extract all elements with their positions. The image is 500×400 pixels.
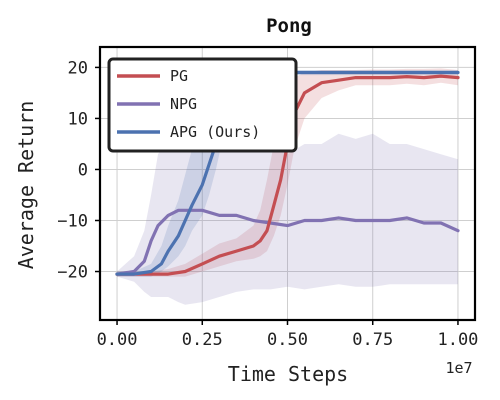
line-npg [115, 208, 460, 276]
y-tick-label: 0 [78, 160, 88, 180]
y-tick-label: 10 [68, 109, 88, 129]
y-axis-label: Average Return [14, 101, 38, 270]
y-ticks: −20 −10 0 10 20 [57, 58, 100, 283]
x-axis-offset-label: 1e7 [445, 359, 472, 377]
legend-box [107, 57, 298, 153]
x-tick-label: 0.25 [182, 330, 223, 350]
y-tick-label: −20 [57, 263, 88, 283]
band-pg [117, 68, 458, 277]
legend-label-pg: PG [170, 67, 188, 85]
x-tick-label: 0.50 [267, 330, 308, 350]
line-pg [115, 74, 460, 276]
y-tick-label: −10 [57, 211, 88, 231]
y-tick-label: 20 [68, 58, 88, 78]
chart-title: Pong [266, 15, 312, 37]
x-tick-label: 0.75 [352, 330, 393, 350]
legend-label-npg: NPG [170, 95, 197, 113]
x-tick-label: 1.00 [437, 330, 478, 350]
x-ticks: 0.00 0.25 0.50 0.75 1.00 [97, 320, 478, 350]
band-npg [117, 133, 458, 305]
x-tick-label: 0.00 [97, 330, 138, 350]
x-axis-label: Time Steps [228, 362, 348, 386]
confidence-bands [117, 68, 458, 305]
legend-label-apg: APG (Ours) [170, 123, 260, 141]
legend: PG NPG APG (Ours) [107, 57, 298, 153]
